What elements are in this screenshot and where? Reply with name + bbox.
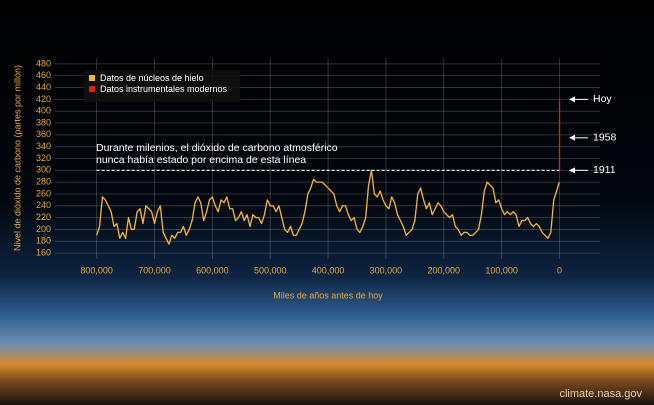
legend-label: Datos de núcleos de hielo [100,73,204,83]
arrow-head [569,134,575,141]
y-tick-label: 380 [36,117,51,127]
x-axis-label: Miles de años antes de hoy [273,290,383,300]
x-tick-label: 400,000 [312,265,345,275]
x-tick-label: 300,000 [370,265,403,275]
x-tick-label: 600,000 [196,265,229,275]
y-tick-label: 340 [36,141,51,151]
y-tick-label: 440 [36,82,51,92]
y-tick-label: 260 [36,188,51,198]
y-tick-label: 240 [36,200,51,210]
y-axis-label: Nivel de dióxido de carbono (partes por … [12,65,22,251]
y-tick-label: 360 [36,129,51,139]
x-tick-label: 700,000 [138,265,171,275]
y-tick-label: 220 [36,212,51,222]
y-tick-label: 480 [36,58,51,68]
x-tick-label: 200,000 [428,265,461,275]
threshold-text: nunca había estado por encima de esta lí… [96,154,306,166]
legend-box [84,70,240,102]
y-tick-label: 300 [36,165,51,175]
y-tick-label: 420 [36,94,51,104]
annotation-label: 1911 [593,164,616,176]
legend-label: Datos instrumentales modernos [100,84,228,94]
y-tick-label: 200 [36,224,51,234]
y-tick-label: 160 [36,247,51,257]
y-tick-label: 460 [36,70,51,80]
y-tick-label: 180 [36,236,51,246]
data-line [96,169,560,245]
credit: climate.nasa.gov [559,388,642,400]
legend-swatch [89,86,95,92]
x-tick-label: 800,000 [80,265,113,275]
y-tick-label: 280 [36,177,51,187]
y-tick-label: 320 [36,153,51,163]
annotation-label: 1958 [593,132,617,144]
arrow-head [569,96,575,103]
annotation-label: Hoy [593,93,612,105]
x-tick-label: 500,000 [254,265,287,275]
x-tick-label: 0 [557,265,562,275]
y-tick-label: 400 [36,106,51,116]
legend-swatch [89,75,95,81]
x-tick-label: 100,000 [485,265,518,275]
threshold-text: Durante milenios, el dióxido de carbono … [96,142,338,154]
arrow-head [569,167,575,174]
